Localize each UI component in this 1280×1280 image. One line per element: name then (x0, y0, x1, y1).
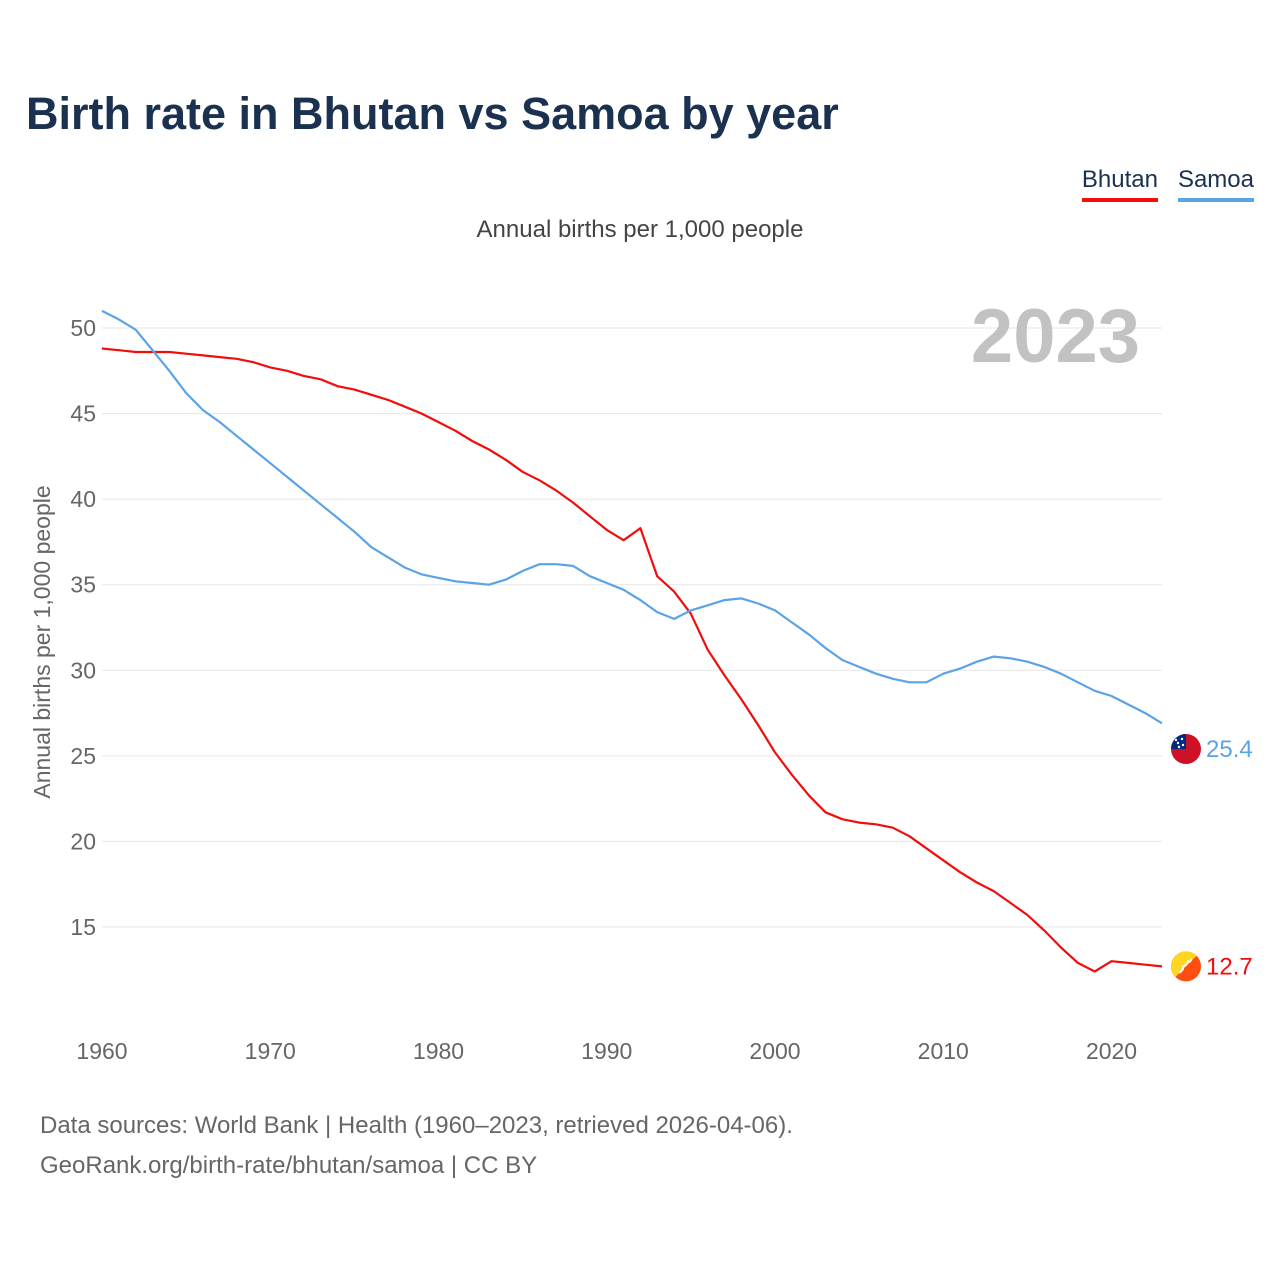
y-tick-15: 15 (70, 914, 96, 940)
y-tick-35: 35 (70, 572, 96, 598)
samoa-flag-icon (1171, 734, 1201, 765)
legend-samoa[interactable]: Samoa (1177, 166, 1254, 202)
bhutan-flag-icon (1171, 951, 1201, 982)
x-tick-2000: 2000 (749, 1038, 800, 1064)
series-lines (101, 309, 1163, 973)
grid-lines (102, 327, 1162, 928)
x-tick-1990: 1990 (581, 1038, 632, 1064)
x-tick-2020: 2020 (1086, 1038, 1137, 1064)
end-label-samoa: 25.4 (1206, 736, 1253, 763)
y-tick-50: 50 (70, 315, 96, 341)
x-tick-2010: 2010 (918, 1038, 969, 1064)
x-tick-1960: 1960 (76, 1038, 127, 1064)
y-tick-45: 45 (70, 401, 96, 427)
x-tick-1970: 1970 (245, 1038, 296, 1064)
end-label-bhutan: 12.7 (1206, 953, 1253, 980)
y-tick-25: 25 (70, 743, 96, 769)
y-tick-20: 20 (70, 828, 96, 854)
y-tick-40: 40 (70, 486, 96, 512)
x-axis-ticks: 1960 1970 1980 1990 2000 2010 2020 (76, 1038, 1137, 1064)
line-chart: 15 20 25 30 35 40 45 50 1960 1970 1980 1990 2000 201… (29, 294, 1253, 1064)
y-axis-ticks: 15 20 25 30 35 40 45 50 (70, 315, 96, 940)
y-tick-30: 30 (70, 657, 96, 683)
legend-bhutan[interactable]: Bhutan (1081, 166, 1158, 202)
year-label: 2023 (971, 294, 1140, 379)
legend: Bhutan Samoa (1081, 166, 1254, 202)
source-line-1: Data sources: World Bank | Health (1960–… (40, 1112, 793, 1139)
series-line-samoa (101, 309, 1163, 725)
chart-subtitle: Annual births per 1,000 people (476, 216, 804, 243)
y-axis-label: Annual births per 1,000 people (29, 485, 55, 798)
series-line-bhutan (101, 347, 1163, 973)
chart-title: Birth rate in Bhutan vs Samoa by year (26, 88, 839, 139)
x-tick-1980: 1980 (413, 1038, 464, 1064)
end-markers: 12.7 25.4 (1171, 734, 1253, 982)
source-notes: Data sources: World Bank | Health (1960–… (40, 1106, 793, 1186)
source-line-2[interactable]: GeoRank.org/birth-rate/bhutan/samoa | CC… (40, 1152, 538, 1179)
